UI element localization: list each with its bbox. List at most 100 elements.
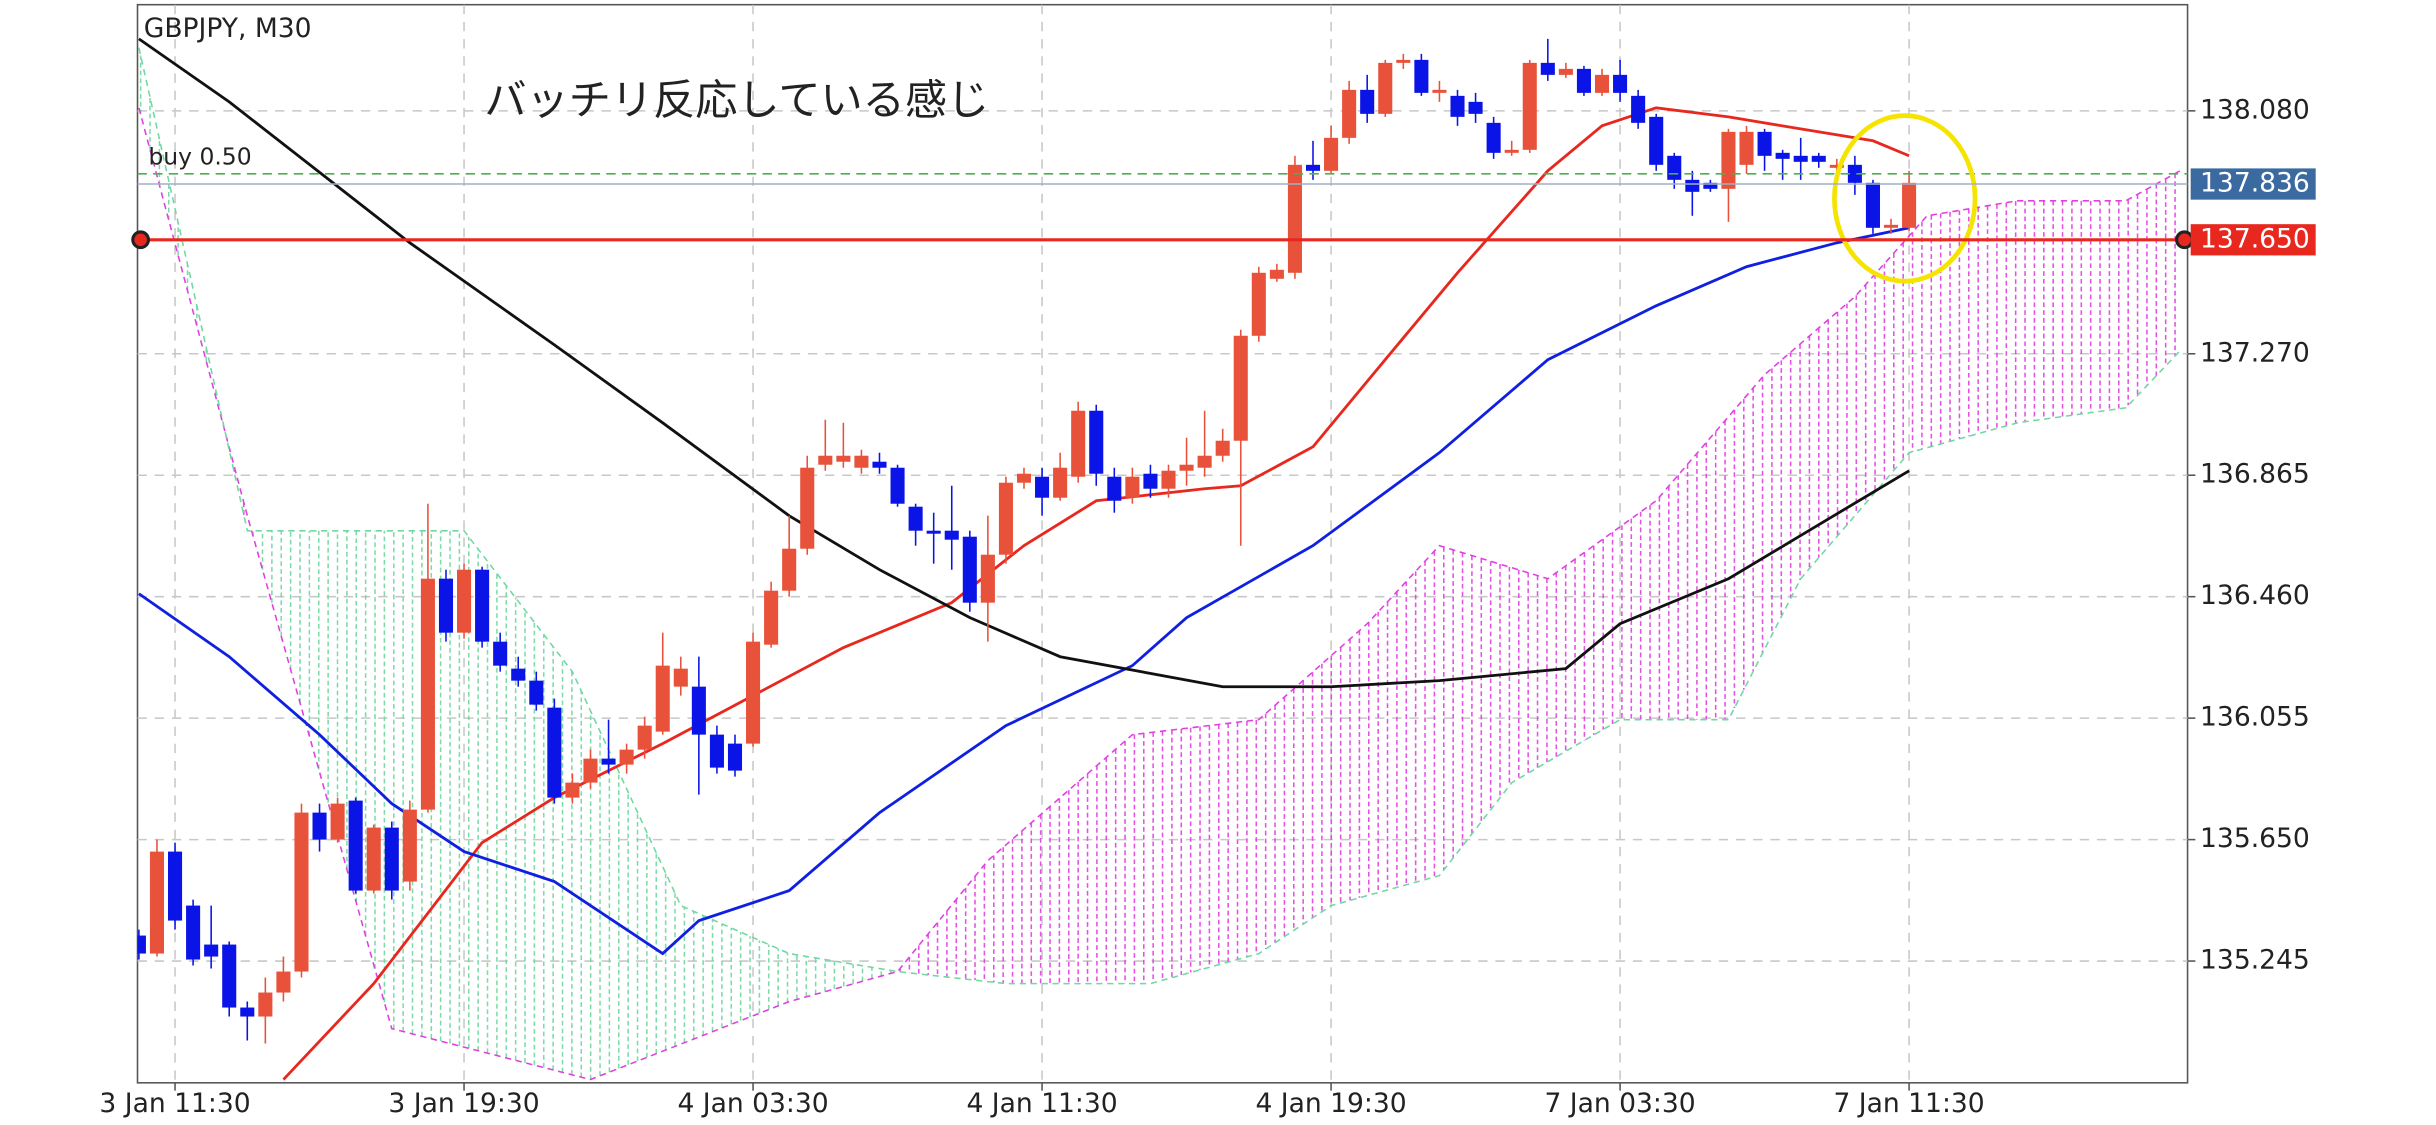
candle-body <box>1053 467 1068 498</box>
candle-body <box>1576 68 1591 93</box>
buy-label: buy 0.50 <box>148 142 251 170</box>
candle-body <box>330 803 345 840</box>
y-tick-label: 138.080 <box>2200 94 2310 125</box>
x-tick-label: 4 Jan 11:30 <box>966 1088 1117 1119</box>
candle-body <box>1396 59 1411 63</box>
candle-body <box>926 530 941 534</box>
candle-body <box>998 482 1013 555</box>
candle-body <box>583 758 598 783</box>
candle-body <box>1360 89 1375 114</box>
candle-body <box>1829 164 1844 168</box>
y-tick-label: 136.865 <box>2200 459 2310 490</box>
candle-body <box>1450 95 1465 117</box>
candle-body <box>420 578 435 810</box>
candle-body <box>384 827 399 891</box>
candle-body <box>565 782 580 798</box>
candle-body <box>673 668 688 687</box>
candle-body <box>1324 137 1339 171</box>
candle-body <box>1739 131 1754 165</box>
y-tick-label: 135.245 <box>2200 945 2310 976</box>
candle-body <box>402 809 417 882</box>
candle-body <box>1811 155 1826 162</box>
candle-body <box>294 812 309 972</box>
candle-body <box>1883 224 1899 228</box>
candle-body <box>1125 476 1140 498</box>
candle-body <box>619 749 634 765</box>
candle-body <box>890 467 905 504</box>
candle-body <box>1251 272 1266 336</box>
cloud-span-b <box>138 47 2181 985</box>
candle-body <box>764 590 779 645</box>
candle-body <box>529 680 544 705</box>
candle-body <box>800 467 815 549</box>
candle-body <box>1143 473 1158 489</box>
highlight-circle <box>1832 113 1978 284</box>
candle-body <box>709 734 724 768</box>
x-tick-label: 3 Jan 19:30 <box>388 1088 539 1119</box>
candle-body <box>204 944 219 957</box>
price-tag-label: 137.836 <box>2200 168 2310 199</box>
candle-body <box>1613 74 1628 93</box>
candle-body <box>1179 464 1194 471</box>
candle-body <box>348 800 363 891</box>
candle-body <box>1071 410 1086 477</box>
candle-body <box>1287 164 1302 273</box>
annotation: バッチリ反応している感じ <box>484 76 989 125</box>
candle-body <box>511 668 526 681</box>
chart-title: GBPJPY, M30 <box>144 13 312 44</box>
candle-body <box>818 455 833 465</box>
candle-body <box>944 530 959 540</box>
price-tag <box>2190 224 2316 256</box>
candle-body <box>980 554 995 603</box>
candle-body <box>1522 62 1537 150</box>
y-tick-label: 136.055 <box>2200 702 2310 733</box>
candle-body <box>601 758 616 765</box>
candle-body <box>1540 62 1555 75</box>
candle-body <box>1305 164 1321 171</box>
candle-body <box>1757 131 1772 156</box>
candle-body <box>1667 155 1682 180</box>
candle-body <box>1342 89 1357 138</box>
candle-body <box>1793 155 1808 162</box>
candle-body <box>1215 440 1230 456</box>
line-handle <box>131 230 151 250</box>
candle-body <box>1378 62 1393 114</box>
x-tick-label: 7 Jan 11:30 <box>1833 1088 1984 1119</box>
y-tick-label: 137.270 <box>2200 337 2310 368</box>
candle-body <box>1468 101 1483 114</box>
x-tick-label: 4 Jan 03:30 <box>677 1088 828 1119</box>
candle-body <box>438 578 454 633</box>
candle-body <box>746 641 761 744</box>
candle-body <box>637 725 652 750</box>
candle-body <box>782 548 797 591</box>
candle-body <box>854 455 869 468</box>
candle-body <box>1631 95 1646 123</box>
candle-body <box>1269 269 1284 279</box>
price-tag <box>2190 168 2316 200</box>
candle-body <box>457 569 472 633</box>
candle-body <box>1016 473 1032 483</box>
x-tick-label: 3 Jan 11:30 <box>99 1088 250 1119</box>
candle-body <box>168 851 183 921</box>
candle-body <box>222 944 237 1008</box>
candle-body <box>547 707 562 798</box>
candle-body <box>1161 470 1176 489</box>
candle-body <box>1865 182 1880 228</box>
x-tick-label: 4 Jan 19:30 <box>1255 1088 1406 1119</box>
candle-body <box>240 1007 255 1017</box>
candle-body <box>1486 122 1501 153</box>
candle-body <box>1775 152 1790 159</box>
x-tick-label: 7 Jan 03:30 <box>1544 1088 1695 1119</box>
candle-body <box>1685 179 1700 192</box>
y-tick-label: 136.460 <box>2200 580 2310 611</box>
candle-body <box>312 812 327 840</box>
candle-body <box>475 569 490 642</box>
candle-body <box>1847 164 1862 183</box>
candle-body <box>1233 335 1248 441</box>
candle-body <box>908 506 923 531</box>
candle-body <box>1432 89 1447 93</box>
candle-body <box>276 971 291 993</box>
candle-body <box>366 827 381 891</box>
